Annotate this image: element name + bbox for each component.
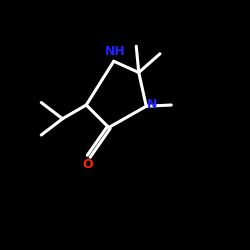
Text: N: N (147, 98, 158, 111)
Text: NH: NH (104, 45, 126, 58)
Text: O: O (82, 158, 93, 172)
